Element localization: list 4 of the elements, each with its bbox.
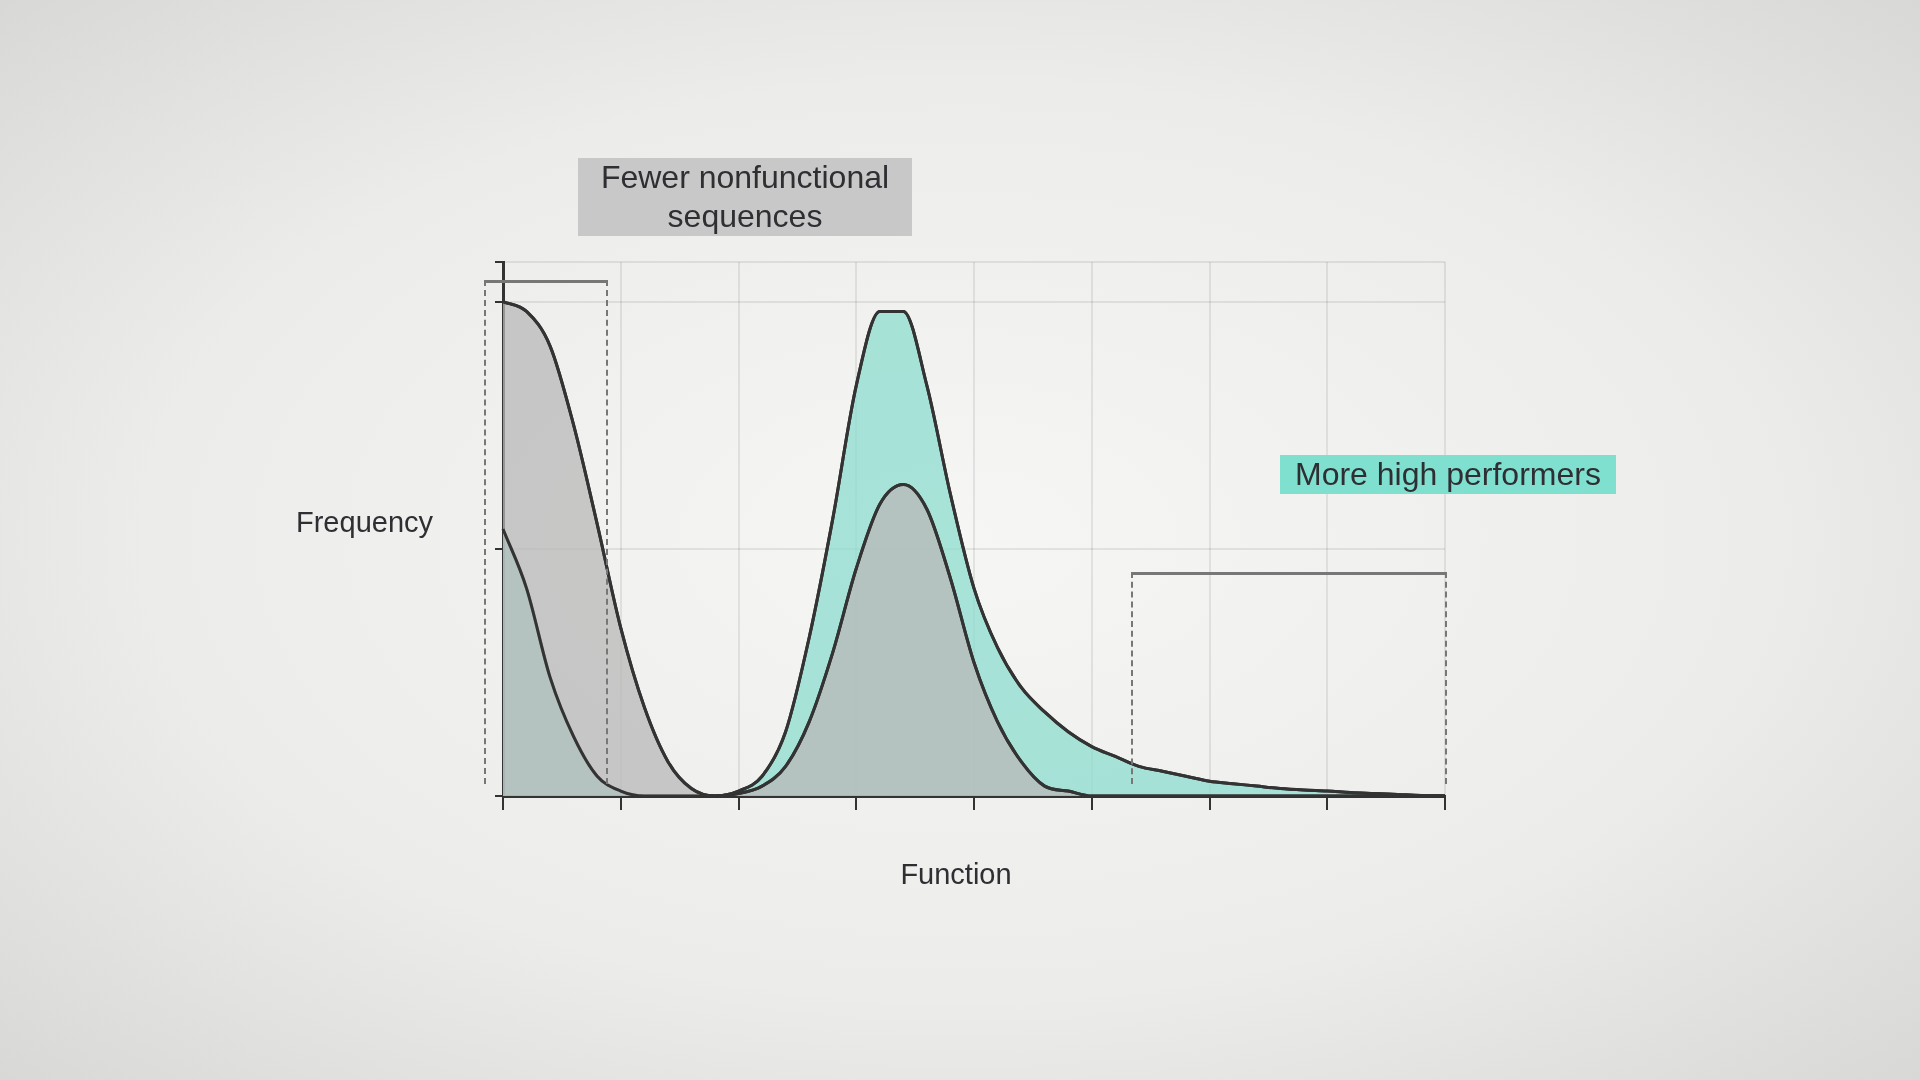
y-axis-title: Frequency	[296, 506, 434, 539]
x-axis-title: Function	[900, 857, 1012, 891]
text: Fewer nonfunctional sequences	[578, 158, 912, 236]
annotation: More high performers	[1280, 455, 1616, 494]
